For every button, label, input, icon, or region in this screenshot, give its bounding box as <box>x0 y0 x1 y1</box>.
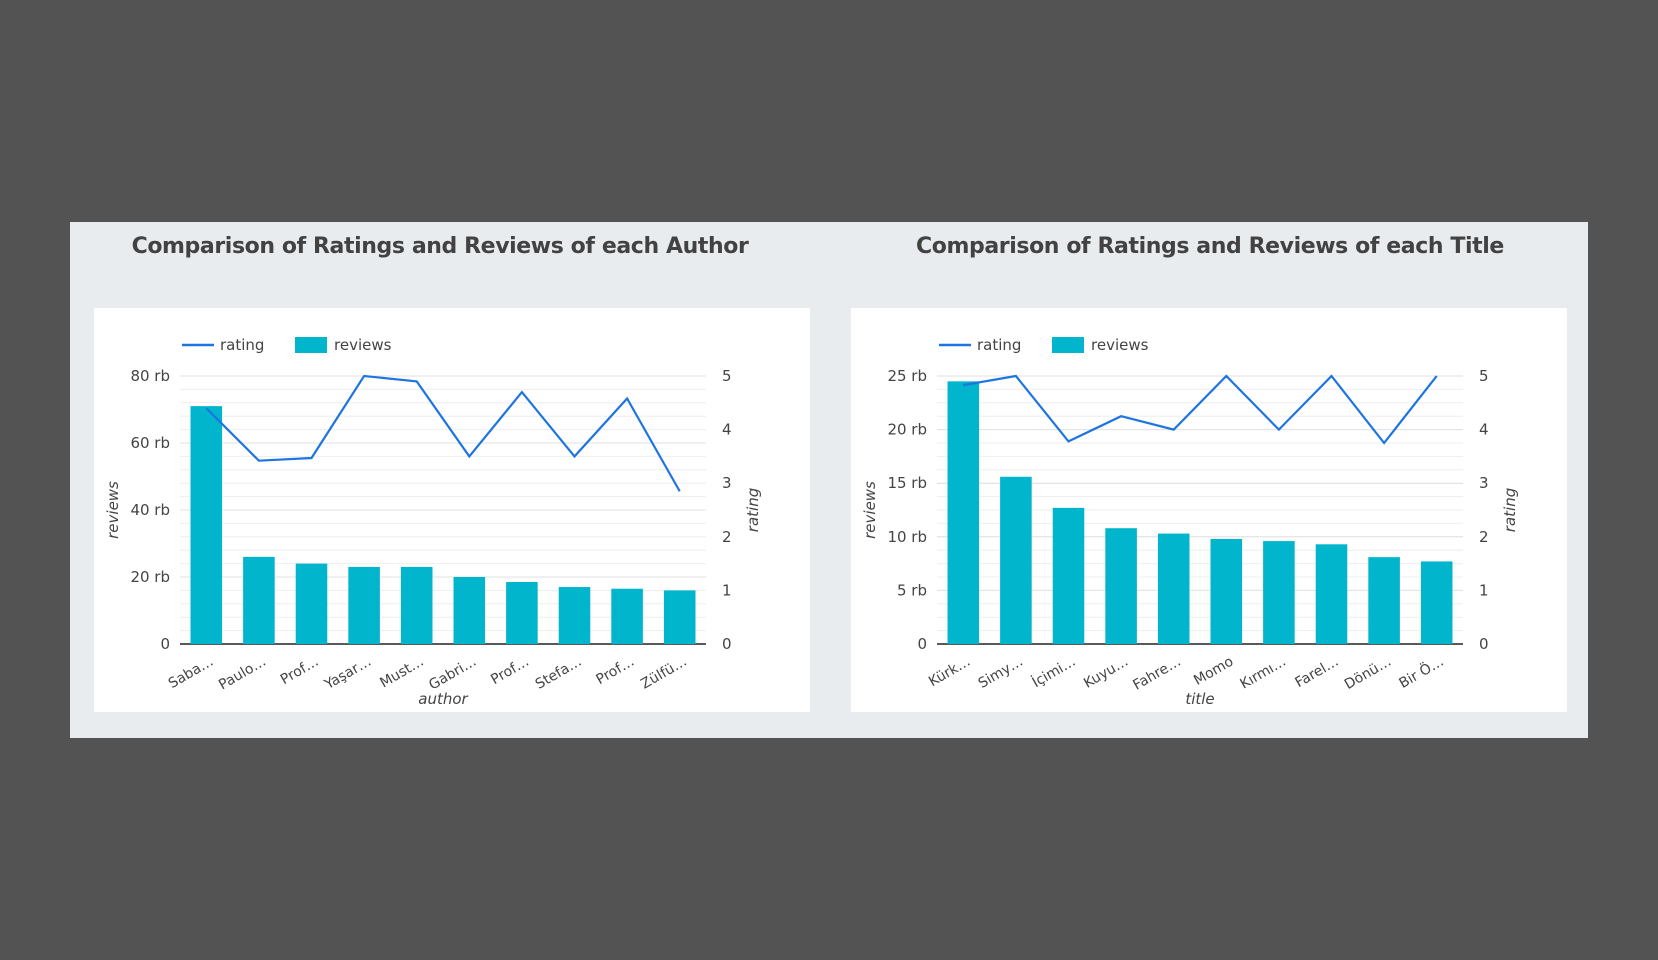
legend-label-rating: rating <box>977 336 1021 354</box>
x-tick-label: İçimi… <box>1029 652 1079 691</box>
x-tick-label: Zülfü… <box>638 654 689 693</box>
y-tick-label: 20 rb <box>887 421 927 439</box>
chart-card-title: 0 5 rb 10 rb 15 rb 20 rb 25 rb 0 1 2 3 4 5 Kürk… Simy… <box>851 308 1567 712</box>
rating-line <box>963 374 1438 445</box>
y2-tick-label: 0 <box>722 635 732 653</box>
y2-tick-label: 4 <box>1479 421 1489 439</box>
x-tick-label: Yaşar… <box>321 654 374 694</box>
y-axis-title: reviews <box>104 481 122 539</box>
x-tick-label: Simy… <box>976 654 1026 692</box>
legend-label-reviews: reviews <box>334 336 392 354</box>
x-tick-label: Paulo… <box>216 654 269 694</box>
y2-tick-label: 3 <box>722 474 732 492</box>
y-axis-title: reviews <box>861 481 879 539</box>
bar <box>1210 538 1243 644</box>
y2-tick-label: 0 <box>1479 635 1489 653</box>
x-tick-label: Prof… <box>593 654 637 688</box>
bar <box>1157 533 1190 644</box>
bar <box>453 577 486 644</box>
x-axis-title: title <box>1185 690 1214 708</box>
dashboard-panel: Comparison of Ratings and Reviews of eac… <box>70 222 1588 738</box>
y2-tick-label: 5 <box>722 367 732 385</box>
x-tick-label: Momo <box>1191 654 1236 689</box>
title-chart: 0 5 rb 10 rb 15 rb 20 rb 25 rb 0 1 2 3 4 5 Kürk… Simy… <box>861 336 1519 708</box>
chart-title-title: Comparison of Ratings and Reviews of eac… <box>916 234 1504 259</box>
bar <box>1000 476 1032 644</box>
chart-title-author: Comparison of Ratings and Reviews of eac… <box>131 234 749 259</box>
y-tick-label: 25 rb <box>887 367 927 385</box>
y2-tick-label: 2 <box>722 528 732 546</box>
bar <box>947 381 980 644</box>
bar <box>1315 544 1348 644</box>
legend-swatch-reviews <box>295 337 327 353</box>
x-tick-label: Farel… <box>1293 654 1342 692</box>
x-tick-label: Saba… <box>166 654 216 692</box>
x-tick-label: Kuyu… <box>1081 654 1131 692</box>
author-chart: 0 20 rb 40 rb 60 rb 80 rb 0 1 2 3 4 5 Saba… Paulo… Pr… <box>104 336 762 708</box>
y-tick-label: 15 rb <box>887 474 927 492</box>
y-tick-label: 20 rb <box>130 568 170 586</box>
bar <box>1368 557 1400 644</box>
y2-tick-label: 4 <box>722 421 732 439</box>
legend-label-rating: rating <box>220 336 264 354</box>
rating-line <box>205 374 681 492</box>
x-tick-label: Prof… <box>488 654 532 688</box>
x-tick-label: Stefa… <box>533 654 585 693</box>
x-tick-label: Must… <box>377 654 426 692</box>
y2-axis-title: rating <box>1501 488 1519 532</box>
bar <box>400 566 433 644</box>
y-tick-label: 80 rb <box>130 367 170 385</box>
x-tick-label: Kırmı… <box>1238 654 1289 693</box>
y2-axis-title: rating <box>744 488 762 532</box>
y-tick-label: 0 <box>917 635 927 653</box>
bar <box>663 590 696 644</box>
bar <box>1263 541 1295 644</box>
y2-tick-label: 1 <box>722 581 732 599</box>
legend-swatch-reviews <box>1052 337 1084 353</box>
bar <box>190 406 223 644</box>
chart-card-author: 0 20 rb 40 rb 60 rb 80 rb 0 1 2 3 4 5 Saba… Paulo… Pr… <box>94 308 810 712</box>
bar <box>611 588 643 644</box>
y2-tick-label: 5 <box>1479 367 1489 385</box>
bar <box>558 587 591 644</box>
x-tick-label: Kürk… <box>926 654 973 690</box>
y-tick-label: 40 rb <box>130 501 170 519</box>
y2-tick-label: 3 <box>1479 474 1489 492</box>
x-tick-label: Prof… <box>278 654 322 688</box>
y-tick-label: 60 rb <box>130 434 170 452</box>
legend-label-reviews: reviews <box>1091 336 1149 354</box>
x-axis-title: author <box>418 690 468 708</box>
x-tick-label: Bir Ö… <box>1395 652 1446 692</box>
bar <box>348 566 380 644</box>
x-tick-label: Fahre… <box>1130 654 1183 694</box>
bar <box>1105 528 1137 644</box>
bar <box>506 582 538 644</box>
y-tick-label: 5 rb <box>897 581 927 599</box>
y-tick-label: 0 <box>160 635 170 653</box>
y2-tick-label: 1 <box>1479 581 1489 599</box>
bar <box>1052 507 1085 644</box>
bar <box>243 556 275 644</box>
x-tick-label: Gabri… <box>426 654 479 694</box>
y-tick-label: 10 rb <box>887 528 927 546</box>
bar <box>295 563 328 644</box>
y2-tick-label: 2 <box>1479 528 1489 546</box>
x-tick-label: Dönü… <box>1342 654 1394 693</box>
bar <box>1420 561 1453 644</box>
